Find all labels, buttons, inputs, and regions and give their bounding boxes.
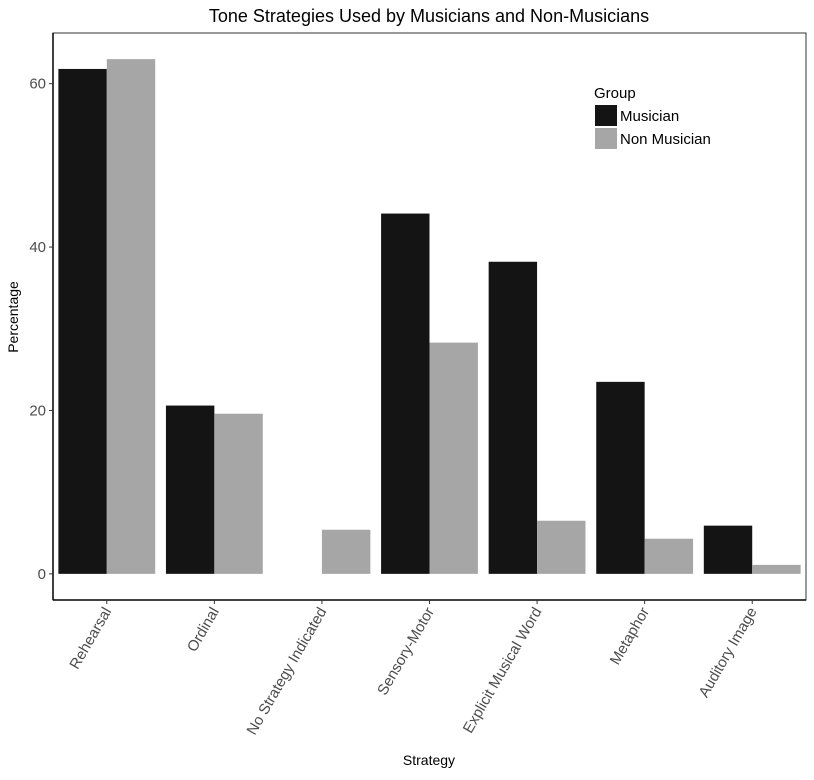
y-tick-label: 60: [29, 76, 46, 93]
x-tick-label: Auditory Image: [696, 605, 761, 701]
y-tick-label: 40: [29, 239, 46, 256]
y-tick-label: 20: [29, 402, 46, 419]
bar: [58, 68, 107, 574]
x-tick-label: Metaphor: [607, 605, 653, 668]
y-tick-label: 0: [38, 566, 46, 583]
bar: [381, 213, 430, 574]
bar: [488, 261, 538, 574]
legend-key-non-musician: [595, 128, 617, 149]
legend-label-non-musician: Non Musician: [620, 131, 711, 148]
legend-title: Group: [594, 85, 636, 102]
bar: [165, 405, 215, 574]
x-axis-ticks: Rehearsal Ordinal No Strategy Indicated Sen…: [66, 600, 761, 738]
bar: [752, 564, 801, 574]
bar: [214, 413, 263, 574]
x-tick-label: Explicit Musical Word: [460, 605, 546, 737]
chart-title: Tone Strategies Used by Musicians and No…: [209, 6, 649, 26]
bar: [644, 538, 694, 574]
bar: [596, 381, 645, 574]
bar: [429, 342, 478, 574]
bar: [537, 520, 586, 574]
x-tick-label: Rehearsal: [66, 605, 115, 673]
x-tick-label: No Strategy Indicated: [244, 605, 331, 738]
bar: [703, 525, 753, 574]
x-axis-title: Strategy: [403, 752, 455, 768]
y-axis-title: Percentage: [5, 281, 21, 353]
x-tick-label: Sensory-Motor: [374, 605, 438, 699]
bar: [321, 529, 371, 574]
bars-layer: [58, 59, 801, 574]
x-tick-label: Ordinal: [184, 605, 223, 655]
y-axis-ticks: 0 20 40 60: [29, 76, 53, 583]
bar: [106, 59, 156, 574]
legend: Group Musician Non Musician: [594, 85, 711, 149]
legend-label-musician: Musician: [620, 108, 679, 125]
legend-key-musician: [595, 105, 617, 126]
